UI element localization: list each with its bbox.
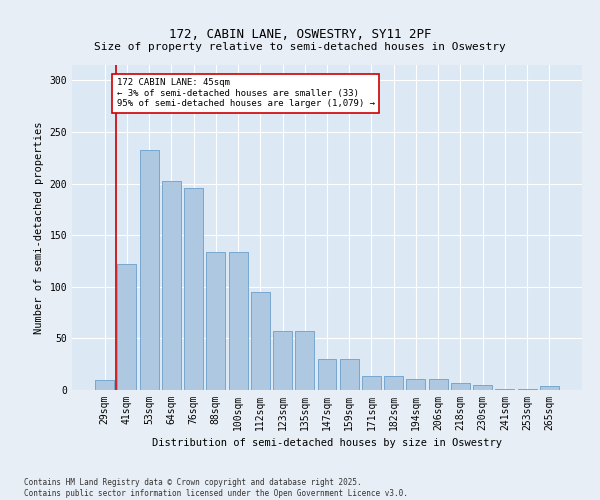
X-axis label: Distribution of semi-detached houses by size in Oswestry: Distribution of semi-detached houses by … [152,438,502,448]
Bar [229,252,248,390]
Bar [540,386,559,390]
Text: Contains HM Land Registry data © Crown copyright and database right 2025.
Contai: Contains HM Land Registry data © Crown c… [24,478,408,498]
Bar [518,389,536,390]
Text: 172 CABIN LANE: 45sqm
← 3% of semi-detached houses are smaller (33)
95% of semi-: 172 CABIN LANE: 45sqm ← 3% of semi-detac… [117,78,375,108]
Bar [340,359,359,390]
Y-axis label: Number of semi-detached properties: Number of semi-detached properties [34,121,44,334]
Bar [384,376,403,390]
Text: Size of property relative to semi-detached houses in Oswestry: Size of property relative to semi-detach… [94,42,506,52]
Bar [95,380,114,390]
Bar [362,376,381,390]
Bar [473,385,492,390]
Bar [273,331,292,390]
Bar [118,264,136,390]
Bar [184,188,203,390]
Bar [496,389,514,390]
Bar [206,252,225,390]
Bar [162,180,181,390]
Bar [429,378,448,390]
Bar [406,378,425,390]
Bar [251,292,270,390]
Text: 172, CABIN LANE, OSWESTRY, SY11 2PF: 172, CABIN LANE, OSWESTRY, SY11 2PF [169,28,431,40]
Bar [140,150,158,390]
Bar [295,331,314,390]
Bar [317,359,337,390]
Bar [451,383,470,390]
